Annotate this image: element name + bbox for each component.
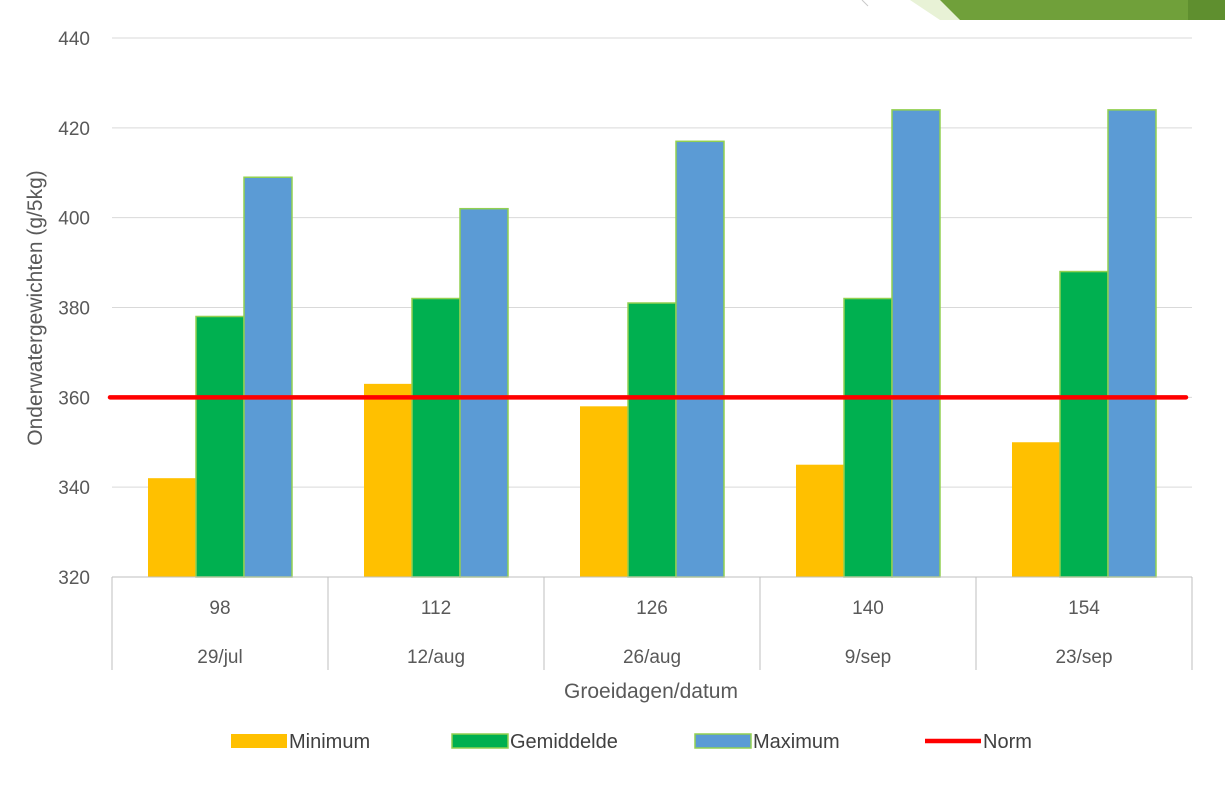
- x-axis-title: Groeidagen/datum: [564, 680, 738, 703]
- bar-maximum: [243, 176, 293, 578]
- bar-minimum: [364, 383, 412, 577]
- legend-swatch-maximum: [694, 733, 752, 749]
- bar-minimum: [1012, 442, 1060, 577]
- bar-gemiddelde: [411, 297, 461, 578]
- bar-minimum: [796, 464, 844, 577]
- bar-maximum: [459, 207, 509, 578]
- x-tick-label-date: 23/sep: [1055, 647, 1112, 668]
- bar-maximum: [891, 109, 941, 578]
- bars: [148, 109, 1157, 578]
- legend: Minimum Gemiddelde Maximum Norm: [231, 731, 1032, 753]
- y-axis-title: Onderwatergewichten (g/5kg): [24, 170, 47, 445]
- bar-gemiddelde: [1059, 270, 1109, 578]
- y-tick-label: 320: [58, 568, 90, 589]
- bar-minimum: [580, 406, 628, 577]
- x-tick-label-date: 29/jul: [197, 647, 242, 668]
- bar-gemiddelde: [627, 302, 677, 578]
- y-tick-label: 440: [58, 29, 90, 50]
- bar-maximum: [1107, 109, 1157, 578]
- y-axis-ticks: 320 340 360 380 400 420 440: [58, 29, 90, 589]
- x-tick-label-day: 112: [421, 598, 451, 619]
- legend-label-maximum: Maximum: [753, 731, 840, 753]
- x-tick-label-day: 140: [852, 598, 884, 619]
- x-tick-label-date: 26/aug: [623, 647, 681, 668]
- corner-decoration: [861, 0, 1225, 20]
- x-tick-label-day: 98: [209, 598, 230, 619]
- y-tick-label: 420: [58, 119, 90, 140]
- x-tick-label-day: 154: [1068, 598, 1100, 619]
- legend-label-norm: Norm: [983, 731, 1032, 753]
- legend-label-minimum: Minimum: [289, 731, 370, 753]
- bar-gemiddelde: [843, 297, 893, 578]
- y-tick-label: 400: [58, 209, 90, 230]
- x-axis: 98 29/jul 112 12/aug 126 26/aug 140 9/sep 154 23/…: [111, 576, 1193, 670]
- y-tick-label: 340: [58, 478, 90, 499]
- y-tick-label: 380: [58, 299, 90, 320]
- legend-swatch-minimum: [231, 734, 287, 748]
- x-tick-label-date: 12/aug: [407, 647, 465, 668]
- x-tick-label-date: 9/sep: [845, 647, 891, 668]
- legend-label-gemiddelde: Gemiddelde: [510, 731, 618, 753]
- legend-swatch-gemiddelde: [451, 733, 509, 749]
- bar-minimum: [148, 478, 196, 577]
- bar-maximum: [675, 140, 725, 578]
- y-tick-label: 360: [58, 388, 90, 409]
- x-tick-label-day: 126: [636, 598, 668, 619]
- bar-gemiddelde: [195, 315, 245, 578]
